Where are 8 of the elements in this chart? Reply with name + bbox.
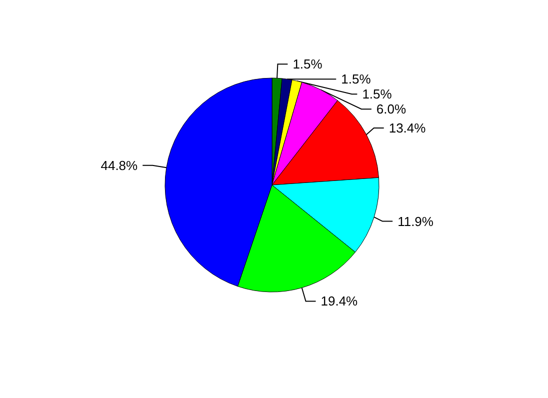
data-label: 1.5% — [362, 86, 392, 102]
data-label: 1.5% — [341, 72, 372, 87]
data-label: 11.9% — [398, 214, 434, 229]
data-label: 6.0% — [376, 102, 407, 117]
data-label: 44.8% — [100, 158, 138, 173]
data-label: 19.4% — [320, 294, 358, 309]
data-label: 13.4% — [388, 120, 426, 136]
data-label: 1.5% — [292, 56, 323, 72]
